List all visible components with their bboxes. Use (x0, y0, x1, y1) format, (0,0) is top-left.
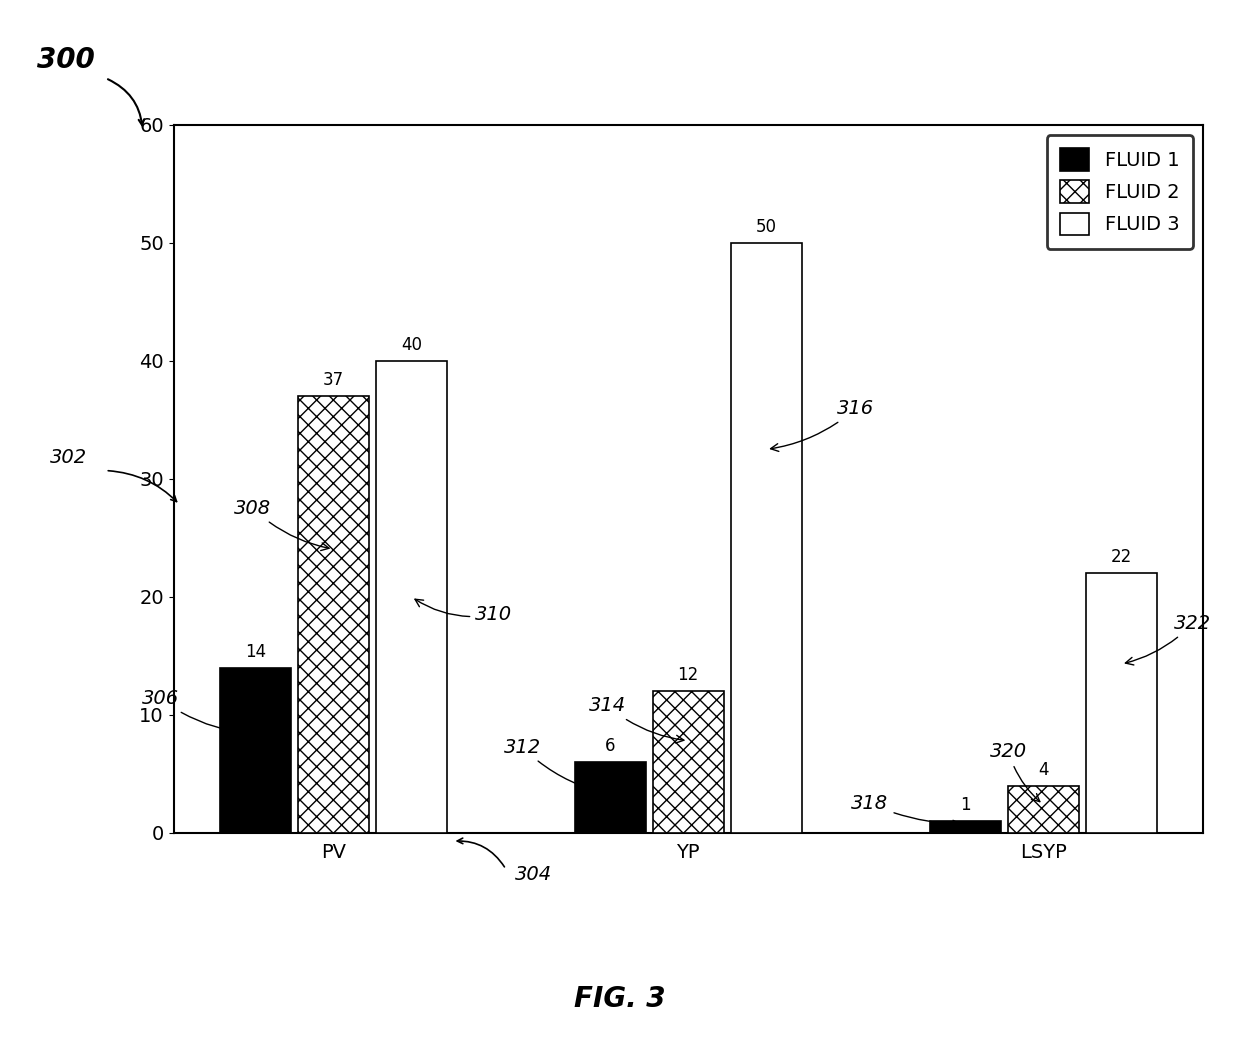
Text: 22: 22 (1111, 549, 1132, 566)
Text: 14: 14 (244, 642, 265, 661)
Text: 302: 302 (50, 449, 87, 467)
Text: 1: 1 (960, 796, 971, 814)
Text: 314: 314 (589, 696, 684, 743)
Bar (219, 667, 290, 833)
Text: 312: 312 (503, 738, 606, 795)
Bar (574, 762, 646, 833)
Bar (376, 361, 446, 833)
Text: 304: 304 (515, 865, 552, 884)
Text: 318: 318 (852, 794, 961, 828)
Bar (1008, 786, 1079, 833)
Bar (1086, 574, 1157, 833)
Text: 6: 6 (605, 737, 615, 755)
Text: 320: 320 (990, 742, 1040, 802)
Text: 308: 308 (234, 499, 329, 551)
Text: 40: 40 (401, 336, 422, 354)
Text: 322: 322 (1126, 614, 1211, 665)
Text: 310: 310 (415, 600, 512, 625)
Text: FIG. 3: FIG. 3 (574, 986, 666, 1013)
Text: 316: 316 (770, 399, 874, 452)
Bar (730, 243, 802, 833)
Legend: FLUID 1, FLUID 2, FLUID 3: FLUID 1, FLUID 2, FLUID 3 (1047, 134, 1193, 249)
Text: 4: 4 (1038, 761, 1048, 779)
Text: 306: 306 (141, 689, 250, 737)
Bar (930, 821, 1001, 833)
Text: 300: 300 (37, 46, 95, 74)
Text: 50: 50 (755, 218, 776, 236)
Bar (652, 691, 724, 833)
Text: 37: 37 (322, 372, 343, 389)
Text: 12: 12 (677, 666, 699, 684)
Bar (298, 397, 368, 833)
